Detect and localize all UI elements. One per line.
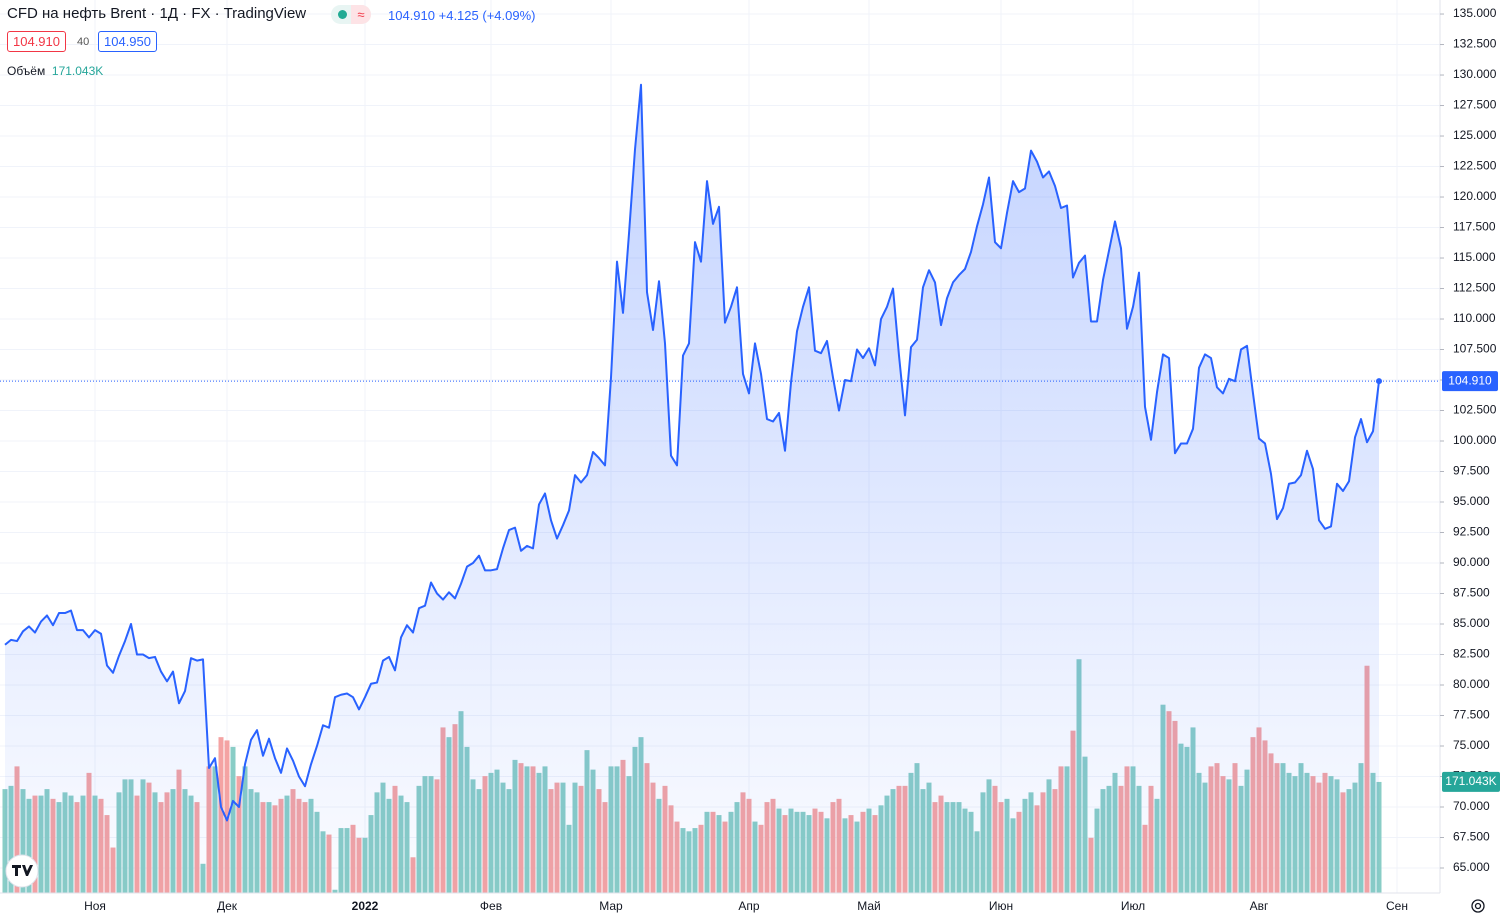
source: TradingView <box>223 5 307 22</box>
y-tick-label: 110.000 <box>1453 311 1496 325</box>
y-tick-label: 125.000 <box>1453 128 1497 142</box>
x-tick-label: 2022 <box>352 899 379 913</box>
title-bar: CFD на нефть Brent · 1Д · FX · TradingVi… <box>7 5 307 22</box>
y-tick-label: 65.000 <box>1453 860 1490 874</box>
volume-bar <box>224 740 230 893</box>
settings-icon[interactable] <box>1471 899 1485 913</box>
price-axis-bg <box>1440 0 1510 923</box>
y-tick-label: 75.000 <box>1453 738 1490 752</box>
y-tick-label: 67.500 <box>1453 830 1490 844</box>
x-tick-label: Май <box>857 899 881 913</box>
y-tick-label: 122.500 <box>1453 159 1497 173</box>
y-tick-label: 82.500 <box>1453 647 1490 661</box>
y-tick-label: 92.500 <box>1453 525 1490 539</box>
volume-legend: Объём 171.043K <box>7 64 103 78</box>
volume-title: Объём <box>7 64 46 78</box>
y-tick-label: 85.000 <box>1453 616 1490 630</box>
y-tick-label: 107.500 <box>1453 342 1497 356</box>
x-tick-label: Июл <box>1121 899 1145 913</box>
x-tick-label: Дек <box>217 899 238 913</box>
y-tick-label: 132.500 <box>1453 37 1497 51</box>
ask-button[interactable]: 104.950 <box>98 31 157 52</box>
y-tick-label: 117.500 <box>1453 220 1496 234</box>
y-tick-label: 120.000 <box>1453 189 1497 203</box>
y-tick-label: 80.000 <box>1453 677 1490 691</box>
quote: 104.910 +4.125 (+4.09%) <box>388 8 536 23</box>
y-tick-label: 115.000 <box>1453 250 1496 264</box>
logo <box>5 854 39 888</box>
x-tick-label: Июн <box>989 899 1013 913</box>
change: +4.125 <box>438 8 479 23</box>
last-price: 104.910 <box>388 8 435 23</box>
y-tick-label: 87.500 <box>1453 586 1490 600</box>
y-tick-label: 90.000 <box>1453 555 1490 569</box>
price-line <box>4 83 1380 822</box>
y-tick-label: 95.000 <box>1453 494 1490 508</box>
y-tick-label: 100.000 <box>1453 433 1497 447</box>
last-point <box>1376 378 1382 385</box>
last-price-label: 104.910 <box>1448 373 1492 387</box>
x-tick-label: Ноя <box>84 899 106 913</box>
y-tick-label: 102.500 <box>1453 403 1497 417</box>
interval[interactable]: 1Д <box>159 5 178 22</box>
x-tick-label: Апр <box>738 899 760 913</box>
y-tick-label: 97.500 <box>1453 464 1490 478</box>
y-tick-label: 130.000 <box>1453 67 1497 81</box>
exchange: FX <box>191 5 211 22</box>
y-tick-label: 70.000 <box>1453 799 1490 813</box>
volume-value: 171.043K <box>51 64 104 78</box>
spread: 40 <box>77 36 90 48</box>
symbol: CFD на нефть Brent <box>7 5 147 22</box>
volume-tag-label: 171.043K <box>1445 774 1496 788</box>
x-tick-label: Фев <box>480 899 502 913</box>
bid-button[interactable]: 104.910 <box>7 31 66 52</box>
time-axis-bg <box>0 893 1510 923</box>
market-status[interactable]: ≈ <box>331 5 371 24</box>
last-price-tag <box>1442 371 1498 392</box>
change-percent: (+4.09%) <box>482 8 536 23</box>
y-tick-label: 135.000 <box>1453 6 1497 20</box>
y-tick-label: 112.500 <box>1453 281 1496 295</box>
y-tick-label: 127.500 <box>1453 98 1497 112</box>
volume-tag <box>1442 771 1500 792</box>
x-tick-label: Авг <box>1250 899 1269 913</box>
x-tick-label: Мар <box>599 899 623 913</box>
y-tick-label: 77.500 <box>1453 708 1490 722</box>
x-tick-label: Сен <box>1386 899 1408 913</box>
area-fill <box>5 84 1379 894</box>
